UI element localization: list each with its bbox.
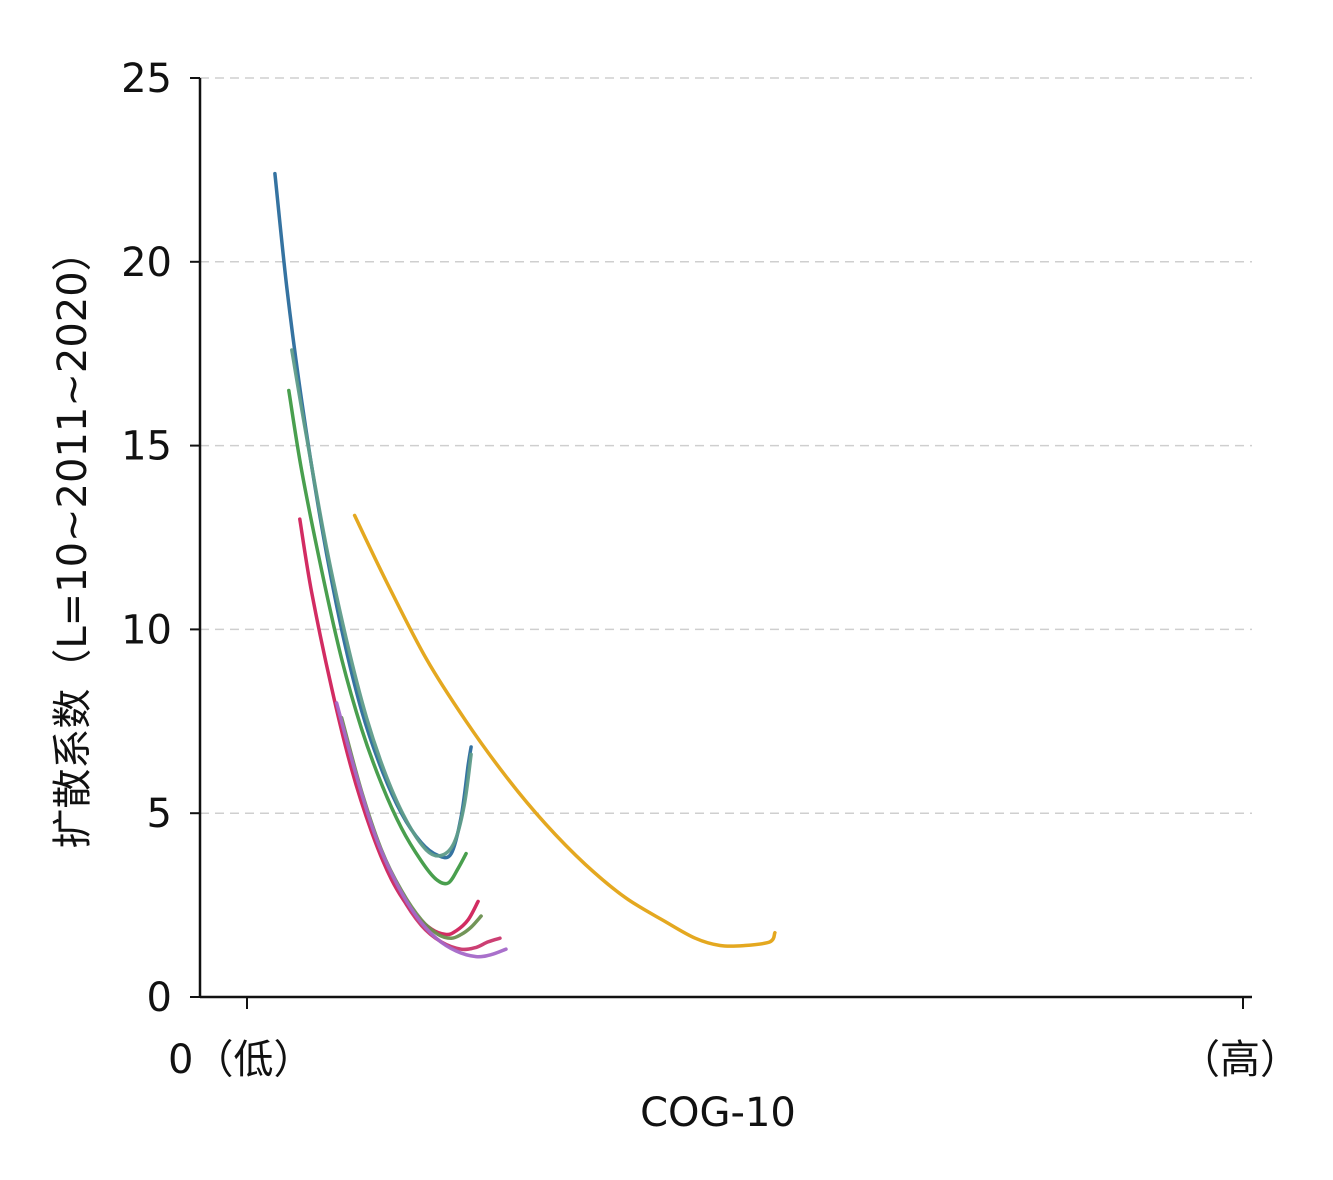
x-tick-label-low: 0（低） — [168, 1037, 313, 1083]
series-layer — [273, 171, 777, 959]
y-axis-title: 扩散系数（L=10~2011~2020） — [50, 231, 96, 848]
series-line-1 — [273, 171, 473, 860]
y-axis-ticks: 0 5 10 15 20 25 — [121, 56, 200, 1021]
y-tick-label-15: 15 — [121, 424, 172, 470]
grid-lines — [200, 77, 1252, 814]
series-line-2 — [287, 388, 468, 886]
y-tick-label-20: 20 — [121, 240, 172, 286]
y-tick-label-25: 25 — [121, 56, 172, 102]
y-tick-label-5: 5 — [147, 791, 172, 837]
series-line-8 — [352, 513, 777, 948]
series-line-4 — [339, 719, 502, 952]
y-tick-label-10: 10 — [121, 607, 172, 653]
y-tick-label-0: 0 — [147, 975, 172, 1021]
series-line-6 — [334, 701, 508, 959]
x-axis-title: COG-10 — [640, 1090, 796, 1136]
x-tick-label-high: （高） — [1180, 1037, 1300, 1083]
series-line-7 — [290, 348, 473, 858]
